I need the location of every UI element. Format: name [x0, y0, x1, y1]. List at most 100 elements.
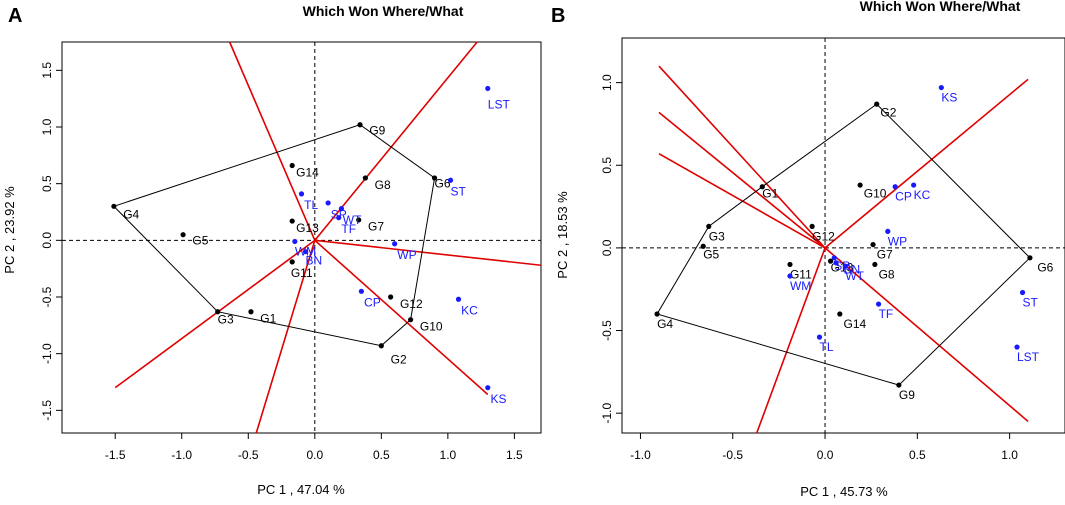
panel-b-sector-ray — [824, 247, 1029, 423]
environment-point-sp — [831, 255, 837, 261]
panel-a-x-tick-label: -0.5 — [238, 448, 259, 462]
panel-b-x-tick-label: -1.0 — [630, 448, 651, 462]
panel-b-x-tick-label: 0.5 — [909, 448, 926, 462]
panel-b-sector-ray — [658, 152, 826, 249]
panel-b-axes: -1.0 -0.5 0.0 0.5 1.0 -1.0 -0.5 0.0 0.5 1.0 — [600, 37, 1065, 462]
panel-a-y-tick-label: -0.5 — [40, 286, 54, 307]
panel-a-sector-ray — [314, 239, 542, 267]
genotype-label-g1: G1 — [260, 312, 276, 326]
genotype-label-g5: G5 — [192, 233, 208, 247]
genotype-point-g6 — [431, 175, 438, 181]
environment-point-lst — [485, 85, 491, 92]
panel-a-y-tick-label: 1.0 — [40, 118, 54, 135]
environment-label-kc: KC — [914, 188, 931, 202]
environment-label-wm: WM — [790, 279, 811, 293]
environment-label-cp: CP — [364, 296, 381, 310]
panel-b-sector-ray — [658, 65, 826, 249]
genotype-label-g4: G4 — [657, 317, 673, 331]
genotype-label-g11: G11 — [790, 267, 812, 281]
genotype-point-g1 — [248, 309, 254, 315]
environment-label-tl: TL — [820, 340, 834, 354]
environment-label-tf: TF — [341, 222, 356, 236]
genotype-point-g4 — [654, 311, 660, 317]
panel-b-title: Which Won Where/What — [860, 0, 1021, 14]
panel-a-label: A — [8, 5, 22, 27]
environment-label-lst: LST — [488, 97, 511, 111]
panel-b-x-axis-label: PC 1 , 45.73 % — [800, 484, 888, 499]
genotype-point-g9 — [357, 122, 363, 128]
genotype-label-g7: G7 — [877, 248, 893, 262]
panel-a-y-tick-label: 0.5 — [40, 175, 54, 192]
environment-point-cp — [892, 184, 898, 190]
genotype-point-g10 — [408, 317, 414, 323]
panel-a-y-tick-label: -1.5 — [40, 400, 54, 421]
genotype-label-g9: G9 — [369, 123, 385, 137]
genotype-point-g6 — [1027, 255, 1033, 261]
panel-b-y-tick-label: 1.0 — [600, 74, 614, 91]
panel-b-y-tick-label: -1.0 — [600, 403, 614, 424]
panel-a-y-tick-label: -1.0 — [40, 343, 54, 364]
genotype-label-g6: G6 — [435, 177, 451, 191]
panel-b-convex-hull — [656, 103, 1031, 386]
panel-b-x-tick-label: -0.5 — [722, 448, 743, 462]
environment-point-wm — [787, 273, 793, 279]
environment-label-tl: TL — [304, 198, 318, 212]
panel-a-x-tick-label: 0.0 — [306, 448, 323, 462]
environment-label-cp: CP — [895, 190, 912, 204]
panel-b-y-axis-label: PC 2 , 18.53 % — [555, 191, 570, 279]
genotype-point-g1 — [759, 184, 765, 190]
panel-b: B Which Won Where/What -1.0 -0.5 0.0 0.5 1.0… — [551, 0, 1065, 499]
environment-point-kc — [911, 182, 917, 188]
panel-b-x-tick-label: 1.0 — [1001, 448, 1018, 462]
panel-a-x-tick-label: 0.5 — [373, 448, 390, 462]
genotype-point-g14 — [289, 162, 295, 169]
panel-a-x-tick-label: -1.5 — [105, 448, 126, 462]
environment-point-sp — [325, 200, 331, 206]
environment-point-lst — [1014, 344, 1020, 350]
panel-b-x-tick-label: 0.0 — [817, 448, 834, 462]
panel-b-y-tick-label: -0.5 — [600, 320, 614, 341]
panel-a-x-tick-label: -1.0 — [171, 448, 192, 462]
genotype-label-g5: G5 — [703, 248, 719, 262]
environment-point-wt — [338, 206, 345, 212]
panel-b-y-tick-label: 0.0 — [600, 239, 614, 256]
genotype-label-g10: G10 — [420, 319, 443, 333]
genotype-point-g5 — [700, 243, 706, 249]
environment-point-st — [1019, 289, 1026, 296]
genotype-point-g2 — [874, 101, 880, 107]
genotype-point-g2 — [378, 343, 384, 349]
environment-point-wp — [392, 241, 398, 247]
genotype-point-g8 — [362, 175, 368, 181]
genotype-label-g11: G11 — [291, 266, 313, 280]
genotype-label-g3: G3 — [709, 229, 725, 243]
genotype-label-g14: G14 — [296, 165, 319, 179]
panel-a-points: G1 G2 G3 G4 G5 G6 G7 G8 G9 G10 G11 G12 G13 G14 LST ST TL… — [111, 85, 511, 406]
genotype-label-g3: G3 — [218, 313, 234, 327]
environment-point-tl — [298, 191, 305, 197]
genotype-label-g9: G9 — [899, 388, 915, 402]
genotype-point-g13 — [827, 258, 834, 264]
genotype-label-g10: G10 — [864, 186, 887, 200]
genotype-label-g6: G6 — [1037, 261, 1053, 275]
genotype-point-g4 — [111, 203, 117, 209]
environment-point-tl — [816, 334, 823, 340]
genotype-label-g2: G2 — [880, 105, 896, 119]
genotype-point-g12 — [388, 294, 394, 300]
environment-label-st: ST — [1023, 295, 1039, 309]
genotype-point-g12 — [809, 223, 815, 230]
panel-a-x-axis-label: PC 1 , 47.04 % — [257, 482, 345, 497]
environment-point-tf — [336, 215, 342, 221]
environment-point-wt — [842, 263, 848, 269]
panel-b-sector-ray — [755, 247, 826, 434]
genotype-point-g7 — [870, 241, 876, 248]
environment-point-ks — [485, 385, 491, 391]
environment-point-ks — [938, 84, 944, 91]
environment-label-tf: TF — [879, 307, 894, 321]
genotype-point-g5 — [180, 232, 186, 238]
genotype-label-g2: G2 — [391, 352, 407, 366]
genotype-point-g14 — [837, 311, 843, 317]
genotype-label-g14: G14 — [844, 317, 867, 331]
genotype-point-g11 — [787, 261, 793, 268]
